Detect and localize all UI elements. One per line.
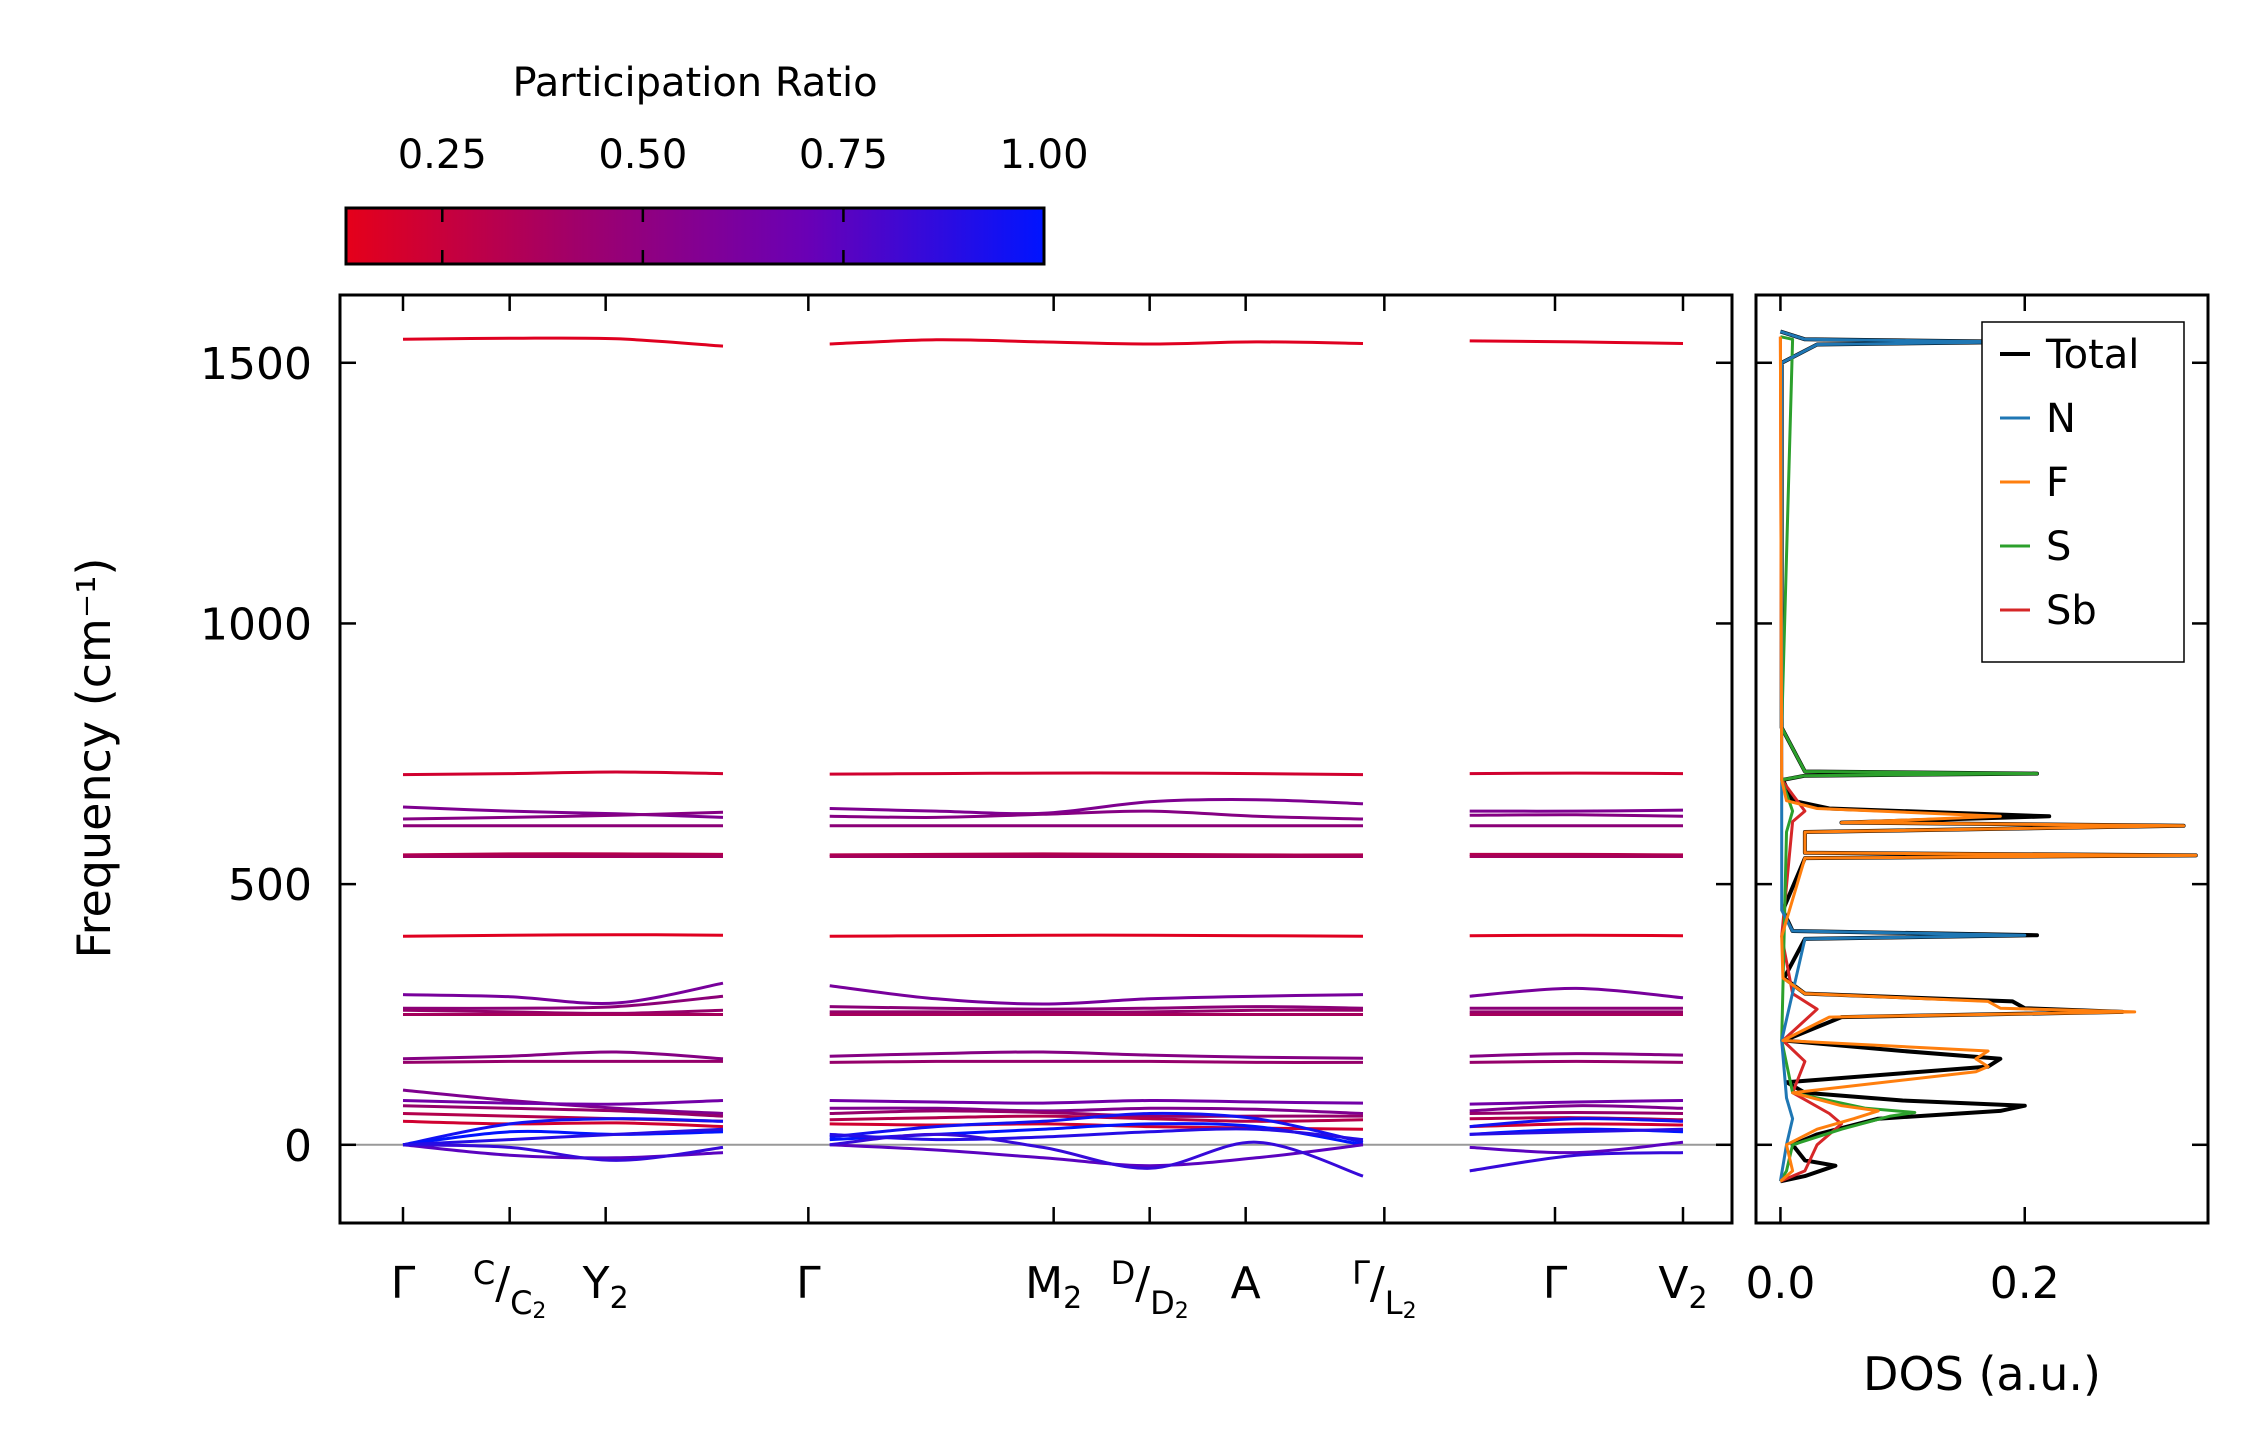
band-structure-panel: 0 500 1000 1500 Γ C/C2 Y2 Γ M2 D/D2 A Γ/L2 Γ V2 Freq… bbox=[67, 293, 1734, 1324]
colorbar-tick-label: 0.75 bbox=[799, 132, 888, 178]
band-line bbox=[402, 933, 724, 938]
band-lines bbox=[402, 336, 1684, 1178]
legend-label: F bbox=[2046, 460, 2069, 506]
y-tick-label: 0 bbox=[284, 1121, 312, 1172]
band-axes-frame bbox=[338, 293, 1734, 1225]
dos-curve-f bbox=[1778, 336, 2198, 1183]
band-line bbox=[829, 1050, 1364, 1060]
band-line bbox=[402, 1008, 724, 1015]
band-line bbox=[829, 1143, 1364, 1168]
y-axis-title: Frequency (cm⁻¹) bbox=[67, 558, 121, 959]
band-line bbox=[829, 1109, 1363, 1118]
high-symmetry-label: Γ bbox=[391, 1258, 416, 1309]
dos-legend: Total NFS Sb bbox=[1981, 321, 2185, 663]
band-line bbox=[402, 981, 724, 1005]
colorbar-ticks: 0.25 0.50 0.75 1.00 bbox=[398, 132, 1089, 264]
colorbar-tick-label: 0.25 bbox=[398, 132, 487, 178]
band-line bbox=[1469, 771, 1684, 776]
dos-curve-s bbox=[1779, 335, 2039, 1183]
band-line bbox=[1469, 1104, 1684, 1113]
dos-axes-frame bbox=[1754, 293, 2210, 1225]
band-line bbox=[1469, 933, 1684, 938]
band-line bbox=[402, 1050, 724, 1061]
band-line bbox=[402, 852, 724, 857]
band-y-ticks: 0 500 1000 1500 bbox=[200, 339, 1732, 1172]
colorbar-tick-label: 0.50 bbox=[598, 132, 687, 178]
colorbar: Participation Ratio 0.25 0.50 0.75 1.00 bbox=[344, 60, 1089, 266]
band-line bbox=[829, 852, 1364, 857]
high-symmetry-label: Y2 bbox=[582, 1258, 629, 1316]
band-line bbox=[829, 1098, 1364, 1105]
high-symmetry-label: D/D2 bbox=[1111, 1254, 1189, 1324]
band-line bbox=[1469, 1117, 1684, 1129]
legend-label: Sb bbox=[2046, 588, 2097, 634]
high-symmetry-label: A bbox=[1231, 1258, 1261, 1309]
band-line bbox=[1469, 808, 1684, 813]
band-line bbox=[1469, 1059, 1684, 1064]
y-tick-label: 500 bbox=[228, 860, 312, 911]
band-line bbox=[402, 1127, 724, 1147]
high-symmetry-label: Γ/L2 bbox=[1352, 1254, 1416, 1324]
dos-curve-n bbox=[1778, 330, 2027, 1182]
band-line bbox=[829, 1059, 1364, 1064]
dos-panel: 0.0 0.2 DOS (a.u.) Total NFS Sb bbox=[1745, 293, 2210, 1401]
band-line bbox=[1469, 1140, 1684, 1155]
band-x-ticks: Γ C/C2 Y2 Γ M2 D/D2 A Γ/L2 Γ V2 bbox=[391, 295, 1708, 1324]
colorbar-tick-label: 1.00 bbox=[999, 132, 1088, 178]
y-tick-label: 1000 bbox=[200, 599, 312, 650]
high-symmetry-label: Γ bbox=[796, 1258, 821, 1309]
band-line bbox=[1469, 852, 1684, 857]
colorbar-gradient bbox=[344, 206, 1046, 266]
band-line bbox=[402, 810, 724, 821]
legend-label: S bbox=[2046, 524, 2071, 570]
band-line bbox=[829, 1111, 1364, 1144]
dos-ticks: 0.0 0.2 bbox=[1745, 295, 2208, 1309]
band-line bbox=[829, 338, 1364, 346]
band-line bbox=[829, 1132, 1364, 1178]
colorbar-title: Participation Ratio bbox=[512, 60, 877, 106]
dos-x-tick-label: 0.0 bbox=[1745, 1258, 1815, 1309]
band-line bbox=[402, 805, 724, 819]
band-line bbox=[402, 1099, 724, 1106]
band-line bbox=[1469, 1127, 1684, 1136]
band-line bbox=[1469, 813, 1684, 818]
band-line bbox=[1469, 986, 1684, 1000]
high-symmetry-label: C/C2 bbox=[473, 1254, 547, 1324]
band-line bbox=[829, 771, 1364, 777]
high-symmetry-label: Γ bbox=[1543, 1258, 1568, 1309]
band-line bbox=[829, 1008, 1364, 1014]
high-symmetry-label: V2 bbox=[1658, 1258, 1707, 1316]
y-tick-label: 1500 bbox=[200, 339, 312, 390]
band-line bbox=[829, 1106, 1364, 1115]
legend-label: N bbox=[2046, 396, 2076, 442]
band-line bbox=[1469, 1052, 1684, 1058]
band-line bbox=[402, 770, 724, 777]
band-line bbox=[1469, 1110, 1684, 1115]
band-line bbox=[402, 1143, 724, 1162]
legend-label: Total bbox=[2045, 332, 2139, 378]
band-line bbox=[1469, 1099, 1684, 1106]
band-line bbox=[829, 1005, 1364, 1011]
band-line bbox=[829, 1127, 1364, 1142]
band-line bbox=[402, 1117, 724, 1147]
band-line bbox=[829, 933, 1364, 938]
band-line bbox=[829, 798, 1364, 816]
band-line bbox=[1469, 339, 1684, 345]
band-line bbox=[402, 1119, 724, 1129]
band-line bbox=[402, 336, 724, 348]
dos-x-axis-title: DOS (a.u.) bbox=[1863, 1347, 2101, 1401]
legend-frame bbox=[1981, 321, 2185, 663]
band-line bbox=[829, 809, 1364, 821]
band-line bbox=[829, 984, 1364, 1006]
high-symmetry-label: M2 bbox=[1025, 1258, 1082, 1316]
band-line bbox=[402, 994, 724, 1010]
band-line bbox=[402, 1104, 724, 1118]
band-line bbox=[402, 1059, 723, 1064]
dos-lines bbox=[1778, 329, 2198, 1184]
band-line bbox=[1469, 1151, 1684, 1173]
dos-x-tick-label: 0.2 bbox=[1990, 1258, 2060, 1309]
band-line bbox=[402, 1129, 724, 1147]
